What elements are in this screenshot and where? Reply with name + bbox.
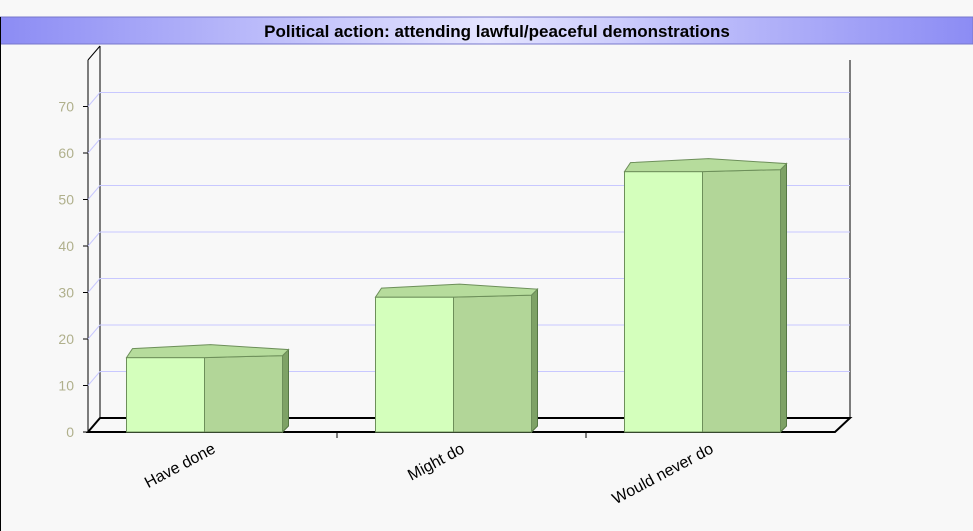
y-tick-label: 30: [58, 285, 74, 301]
bar-top: [374, 283, 539, 298]
bar: [623, 158, 788, 434]
bar-side: [282, 348, 289, 434]
grid-line: [87, 231, 101, 247]
bar-face: [204, 355, 283, 433]
chart-title: Political action: attending lawful/peace…: [264, 22, 730, 41]
bar-face: [126, 357, 205, 433]
bar: [125, 344, 290, 434]
grid-line: [87, 324, 101, 340]
y-tick-label: 70: [58, 99, 74, 115]
y-tick-label: 40: [58, 238, 74, 254]
bar-side: [780, 162, 787, 434]
grid-line: [87, 278, 101, 293]
bar-top: [125, 344, 290, 359]
grid-line: [87, 92, 101, 107]
grid-line: [87, 371, 101, 386]
bar-face: [702, 169, 781, 433]
y-tick-label: 0: [66, 424, 74, 440]
bar-side: [531, 287, 538, 434]
bar-face: [624, 171, 703, 433]
grid-line: [87, 138, 101, 154]
grid-line: [87, 185, 101, 200]
y-tick-label: 60: [58, 145, 74, 161]
bar-face: [453, 294, 532, 433]
title-bar: [0, 16, 973, 45]
bar: [374, 283, 539, 434]
y-tick-label: 20: [58, 331, 74, 347]
bar-top: [623, 158, 788, 173]
y-tick-label: 50: [58, 192, 74, 208]
bar-face: [375, 296, 454, 433]
axis-line: [87, 45, 101, 61]
y-tick-label: 10: [58, 378, 74, 394]
